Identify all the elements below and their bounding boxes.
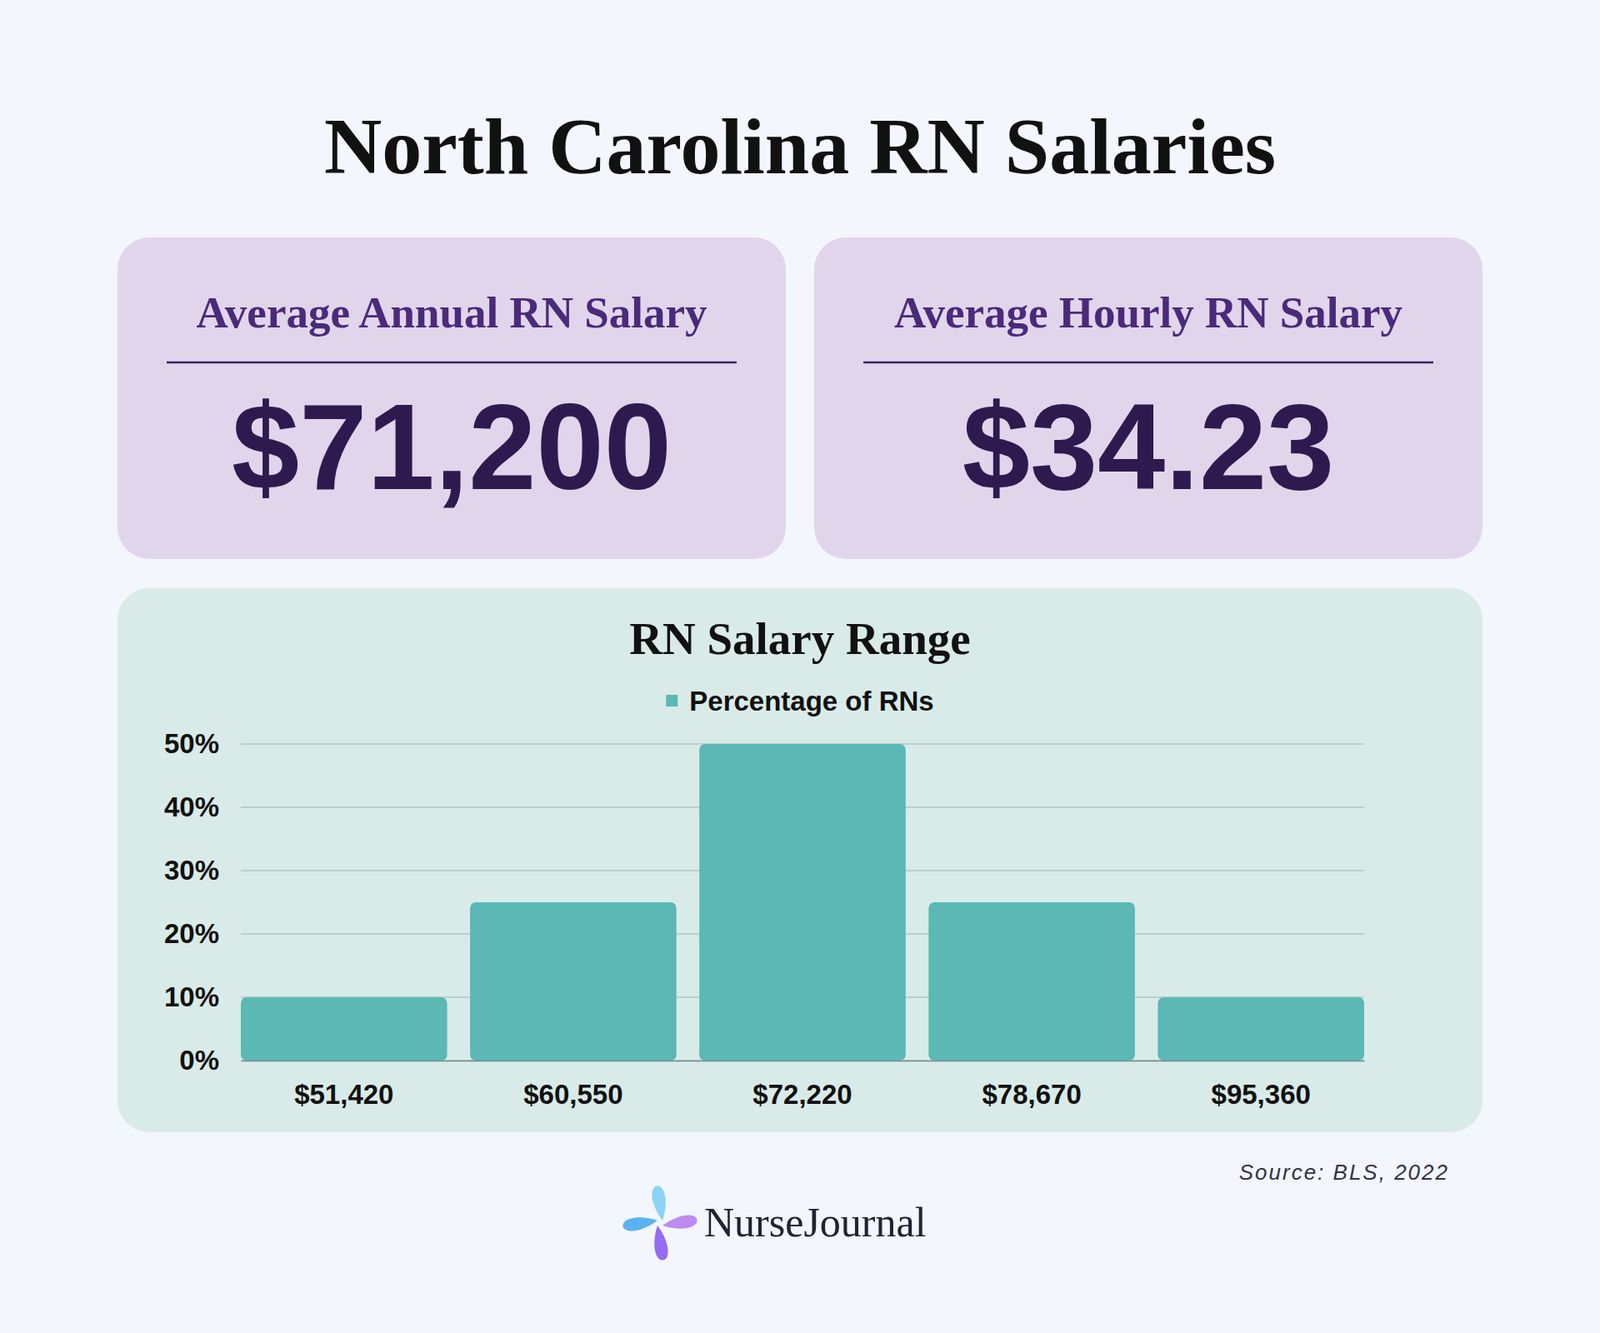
y-tick: 20% — [164, 918, 241, 950]
stat-card: Average Annual RN Salary $71,200 — [117, 237, 786, 560]
logo-petal — [641, 1225, 679, 1263]
y-axis-line — [240, 745, 242, 1062]
bar — [699, 744, 906, 1061]
legend: Percentage of RNs — [665, 685, 934, 717]
y-tick: 40% — [164, 791, 241, 823]
x-tick: $72,220 — [752, 1060, 852, 1110]
x-tick: $78,670 — [981, 1060, 1081, 1110]
bar — [470, 902, 677, 1061]
chart-panel — [117, 588, 1483, 1133]
x-tick: $51,420 — [294, 1060, 394, 1110]
x-tick: $60,550 — [523, 1060, 623, 1110]
x-tick: $95,360 — [1211, 1060, 1311, 1110]
logo-petal — [641, 1184, 679, 1221]
source-note: Source: BLS, 2022 — [1239, 1160, 1450, 1185]
infographic: North Carolina RN Salaries Average Annual… — [0, 0, 1600, 1333]
logo-petal — [662, 1205, 700, 1242]
brand-logo — [620, 1184, 700, 1263]
card-value: $34.23 — [962, 379, 1335, 515]
card-background — [814, 237, 1483, 560]
logo-petal — [620, 1205, 658, 1242]
x-axis: $51,420 $60,550 $72,220 $78,670 $95,360 — [241, 1060, 1365, 1110]
x-axis-line — [241, 1060, 1365, 1063]
x-tick-label: $72,220 — [752, 1079, 852, 1110]
card-value: $71,200 — [231, 379, 672, 515]
card-label: Average Annual RN Salary — [196, 288, 708, 337]
x-tick-label: $95,360 — [1211, 1079, 1311, 1110]
bar — [240, 997, 448, 1061]
chart-title: RN Salary Range — [629, 613, 970, 665]
x-tick-label: $78,670 — [981, 1079, 1081, 1110]
card-label: Average Hourly RN Salary — [894, 288, 1403, 337]
y-tick-label: 10% — [164, 981, 220, 1013]
y-tick: 30% — [164, 855, 241, 886]
y-tick: 0% — [179, 1045, 241, 1076]
legend-swatch — [665, 695, 678, 707]
bar — [928, 902, 1135, 1061]
brand-name: NurseJournal — [704, 1199, 927, 1246]
y-tick-label: 0% — [179, 1045, 220, 1076]
card-divider — [863, 361, 1434, 365]
card-divider — [166, 361, 737, 365]
legend-label: Percentage of RNs — [689, 685, 934, 717]
page-title: North Carolina RN Salaries — [324, 101, 1276, 191]
grid — [240, 744, 1365, 1061]
y-tick-label: 20% — [164, 918, 220, 950]
bars — [240, 744, 1365, 1061]
stat-card: Average Hourly RN Salary $34.23 — [814, 237, 1483, 560]
y-axis: 0% 10% 20% 30% 40% 50% — [164, 728, 242, 1076]
y-tick: 50% — [164, 728, 241, 760]
y-tick: 10% — [164, 981, 241, 1013]
y-tick-label: 50% — [164, 728, 220, 760]
x-tick-label: $51,420 — [294, 1079, 394, 1110]
background — [0, 0, 1600, 1333]
y-tick-label: 30% — [164, 855, 220, 886]
card-background — [117, 237, 786, 560]
y-tick-label: 40% — [164, 791, 220, 823]
x-tick-label: $60,550 — [523, 1079, 623, 1110]
bar — [1157, 997, 1365, 1061]
